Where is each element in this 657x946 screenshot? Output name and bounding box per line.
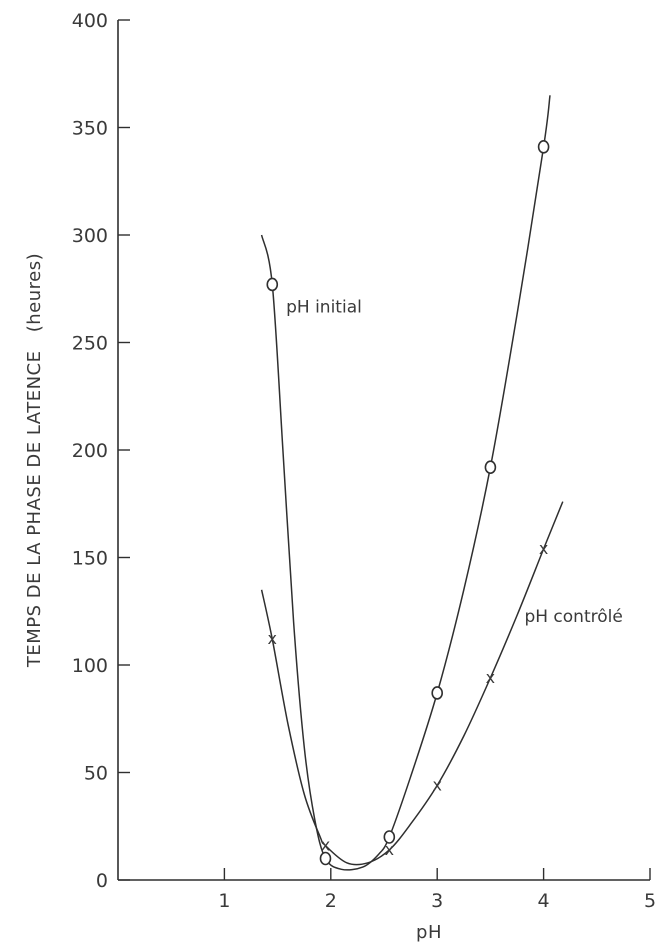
curve-labels: pH initial pH contrôlé <box>286 297 623 627</box>
data-point-cross: x <box>385 840 394 859</box>
y-axis-title-main: TEMPS DE LA PHASE DE LATENCE <box>24 350 45 668</box>
data-point-cross: x <box>486 668 495 687</box>
data-point-circle <box>383 830 396 844</box>
y-tick-label: 250 <box>72 333 108 355</box>
label-ph-controle: pH contrôlé <box>524 607 622 627</box>
data-point-circle <box>319 851 332 866</box>
data-point-cross: x <box>539 539 548 558</box>
x-tick-label: 3 <box>431 890 443 912</box>
y-tick-label: 200 <box>72 440 108 462</box>
y-tick-label: 50 <box>84 763 108 785</box>
data-point-cross: x <box>268 629 277 648</box>
y-axis-title-unit: (heures) <box>24 253 45 332</box>
x-axis-title: pH <box>416 922 442 943</box>
data-point-cross: x <box>321 836 330 855</box>
data-markers: x x x x x x <box>266 140 550 866</box>
curve-ph-controle <box>260 501 564 866</box>
x-tick-label: 1 <box>218 890 230 912</box>
data-point-circle <box>431 686 444 700</box>
label-ph-initial: pH initial <box>286 297 362 317</box>
y-axis-title: TEMPS DE LA PHASE DE LATENCE (heures) <box>24 253 45 668</box>
y-tick-label: 350 <box>72 118 108 140</box>
y-tick-label: 150 <box>72 548 108 570</box>
data-point-circle <box>537 140 550 154</box>
y-tick-label: 0 <box>96 870 108 892</box>
y-tick-label: 100 <box>72 655 108 677</box>
data-point-circle <box>484 460 497 475</box>
data-point-circle <box>266 277 279 292</box>
curve-ph-initial <box>260 95 551 871</box>
y-tick-label: 300 <box>72 225 108 247</box>
fitted-curves <box>260 95 564 871</box>
x-tick-label: 4 <box>538 890 550 912</box>
ticks: 0 50 100 150 200 250 300 350 400 1 2 3 4 5 <box>72 10 656 912</box>
axes <box>117 20 650 881</box>
data-point-cross: x <box>432 775 441 794</box>
x-tick-label: 5 <box>644 890 656 912</box>
y-tick-label: 400 <box>72 10 108 32</box>
x-tick-label: 2 <box>325 890 337 912</box>
